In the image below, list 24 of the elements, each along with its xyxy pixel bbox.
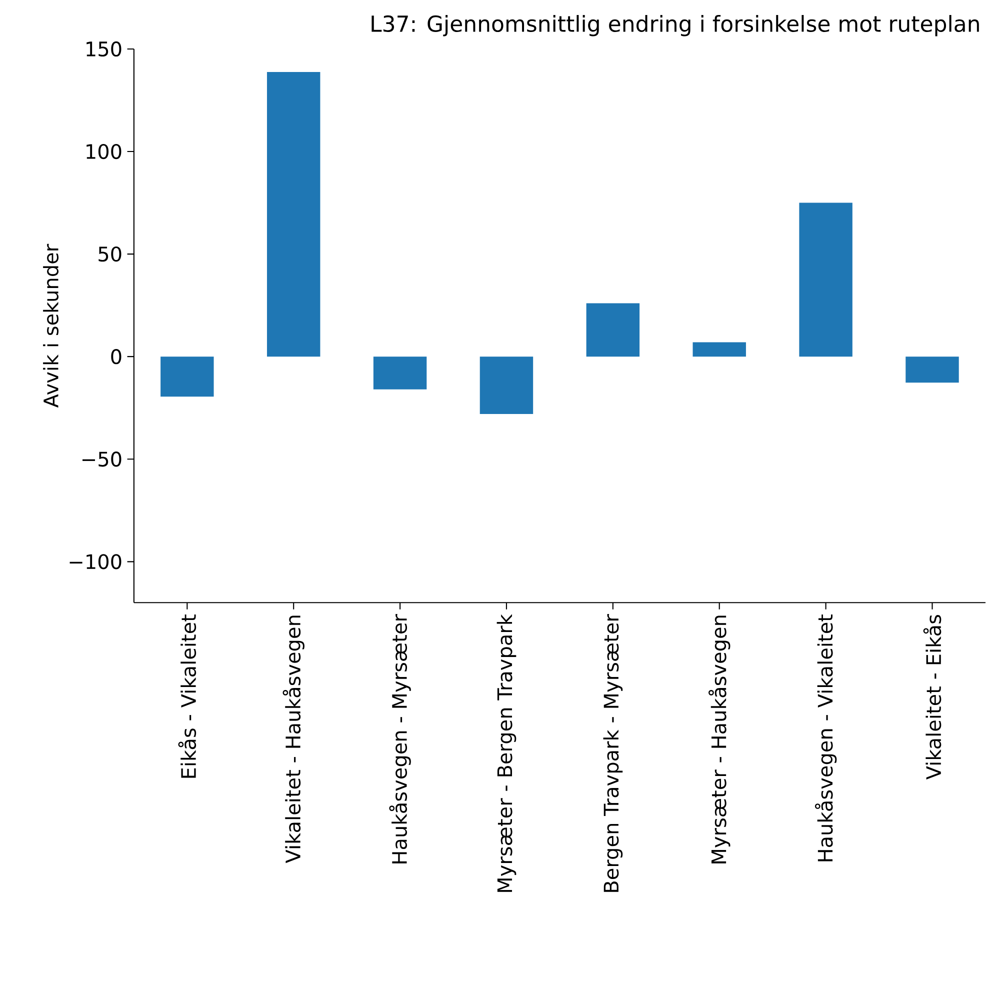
x-tick-label: Vikaleitet - Haukåsvegen	[282, 615, 304, 863]
bar	[480, 356, 534, 414]
x-tick-label: Haukåsvegen - Myrsæter	[389, 614, 411, 864]
bar	[373, 356, 427, 390]
y-tick-label: −50	[82, 451, 122, 466]
bar	[266, 72, 320, 356]
x-tick-label: Vikaleitet - Eikås	[923, 614, 942, 780]
bar	[160, 356, 214, 396]
y-tick-label: 50	[98, 246, 122, 262]
bar	[692, 342, 746, 356]
y-axis-title: Avvik i sekunder	[43, 244, 59, 408]
y-tick-label: 150	[86, 41, 122, 56]
bar	[586, 303, 640, 356]
x-tick-label: Myrsæter - Haukåsvegen	[708, 615, 730, 864]
chart-title: L37: Gjennomsnittlig endring i forsinkelse mot ruteplan	[372, 14, 979, 36]
bar	[799, 202, 852, 356]
y-tick-label: 100	[86, 144, 122, 159]
y-tick-label: −100	[70, 554, 122, 569]
x-tick-label: Bergen Travpark - Myrsæter	[603, 614, 623, 892]
x-tick-label: Myrsæter - Bergen Travpark	[496, 614, 516, 892]
bar	[906, 356, 959, 382]
x-tick-label: Eikås - Vikaleitet	[178, 614, 196, 778]
y-tick-label: 0	[111, 348, 122, 364]
x-tick-label: Haukåsvegen - Vikaleitet	[814, 614, 837, 862]
